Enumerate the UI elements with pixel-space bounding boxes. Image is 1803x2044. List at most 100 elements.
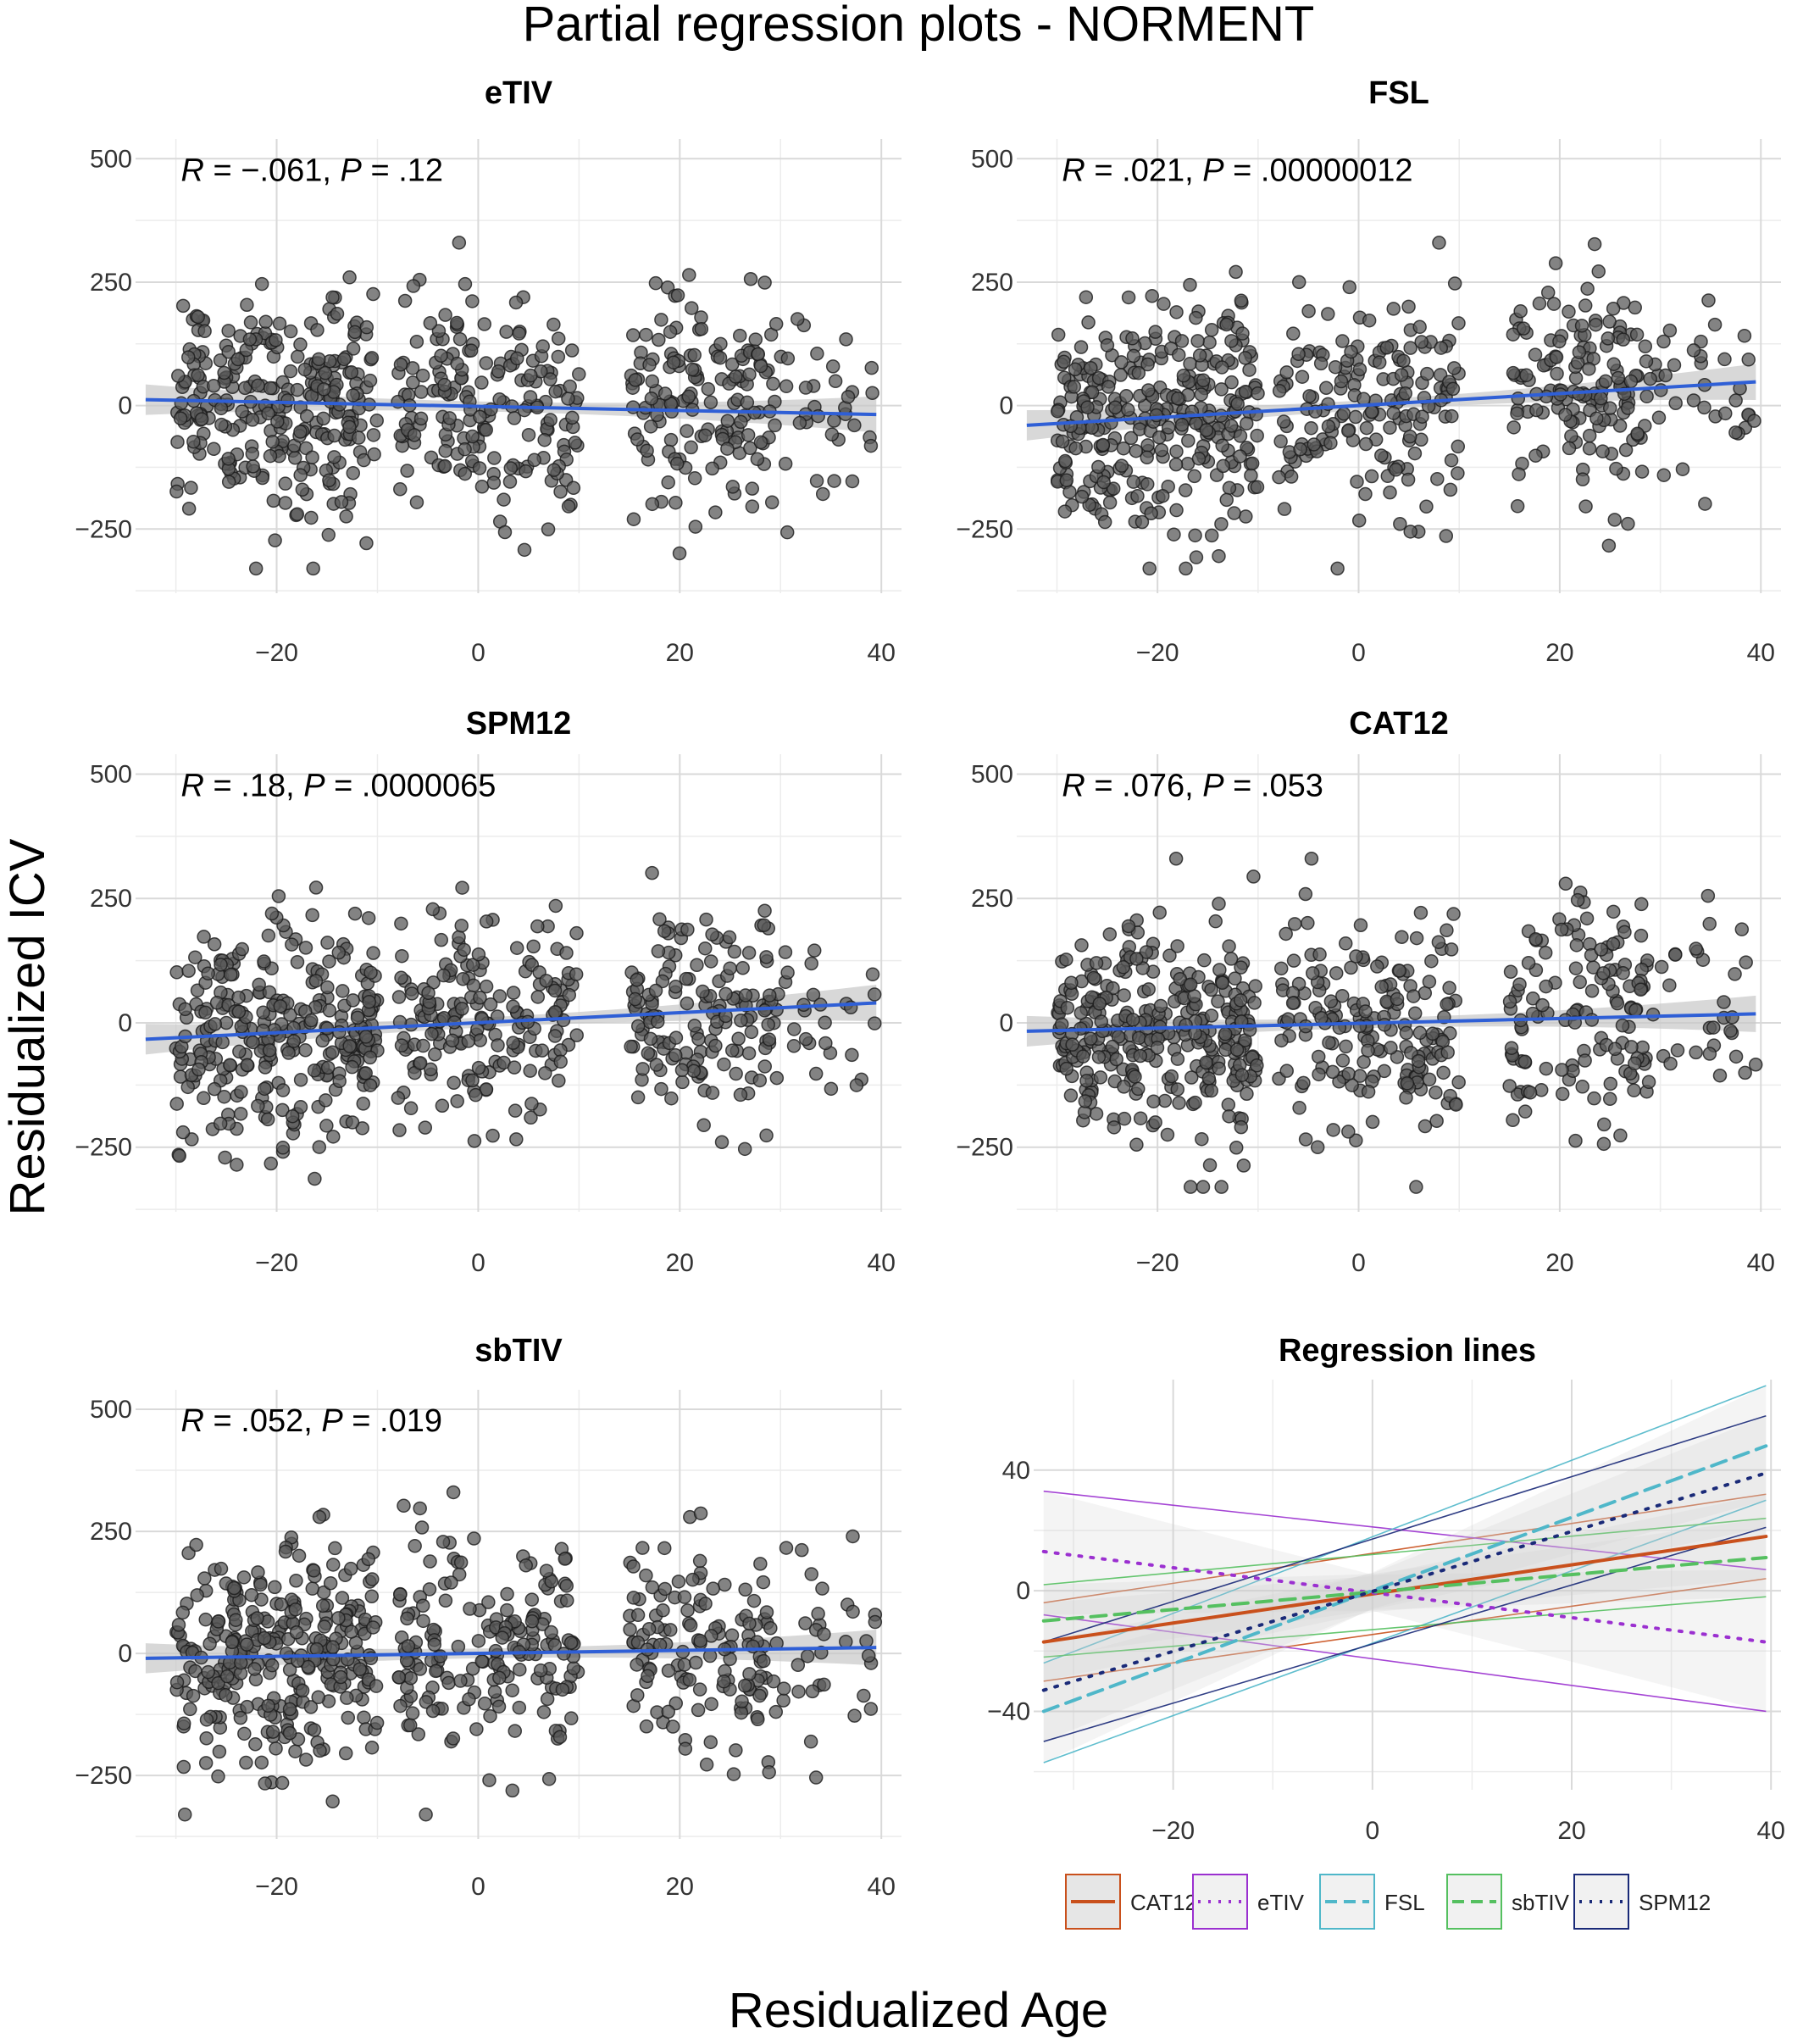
data-point — [656, 1602, 670, 1618]
data-point — [243, 315, 258, 330]
data-point — [533, 1663, 548, 1678]
data-point — [626, 1559, 641, 1574]
data-point — [325, 1794, 340, 1809]
stat-value: = .052, — [204, 1403, 321, 1439]
data-point — [727, 944, 742, 959]
stat-value: = −.061, — [204, 153, 341, 188]
data-point — [684, 301, 699, 315]
data-point — [1212, 963, 1227, 977]
data-point — [666, 355, 681, 369]
data-point — [467, 1134, 482, 1148]
data-point — [849, 1078, 864, 1092]
data-point — [657, 1581, 673, 1597]
data-point — [246, 459, 260, 474]
stat-value: = .019 — [343, 1403, 442, 1439]
data-point — [1179, 561, 1193, 576]
data-point — [1616, 965, 1630, 980]
data-point — [391, 1669, 407, 1685]
data-point — [1113, 368, 1128, 382]
data-point — [1146, 1094, 1161, 1108]
data-point — [319, 1093, 333, 1108]
data-point — [394, 970, 408, 986]
data-point — [1117, 1080, 1131, 1094]
data-point — [828, 374, 843, 389]
data-point — [246, 1035, 260, 1050]
data-point — [839, 1635, 853, 1649]
data-point — [1291, 347, 1306, 361]
data-point — [301, 1659, 315, 1675]
data-point — [1151, 430, 1167, 445]
data-point — [663, 325, 678, 339]
data-point — [815, 1581, 829, 1596]
data-point — [401, 1639, 416, 1653]
data-point — [1096, 437, 1111, 453]
data-point — [1445, 381, 1461, 397]
data-point — [626, 1591, 641, 1605]
data-point — [1738, 1065, 1752, 1080]
data-point — [481, 1595, 496, 1609]
data-point — [693, 1506, 708, 1521]
data-point — [1377, 1018, 1392, 1032]
data-point — [768, 1704, 784, 1719]
scatter-points — [169, 865, 882, 1186]
data-point — [316, 411, 330, 426]
data-point — [1153, 998, 1168, 1014]
data-point — [751, 347, 766, 362]
data-point — [359, 319, 374, 335]
data-point — [441, 1675, 456, 1691]
data-point — [408, 1539, 422, 1553]
data-point — [1121, 403, 1135, 417]
data-point — [1575, 472, 1590, 486]
x-tick-label: −20 — [1136, 639, 1179, 667]
data-point — [275, 1775, 290, 1791]
data-point — [733, 1087, 748, 1103]
data-point — [1080, 400, 1095, 414]
data-point — [1578, 1053, 1592, 1068]
data-point — [1574, 319, 1589, 333]
data-point — [565, 410, 580, 425]
data-point — [1233, 449, 1247, 464]
data-point — [1374, 448, 1389, 463]
data-point — [1059, 1061, 1073, 1076]
data-point — [845, 1047, 859, 1063]
data-point — [230, 352, 246, 367]
data-point — [320, 1060, 336, 1075]
data-point — [175, 298, 191, 314]
data-point — [1063, 1088, 1079, 1103]
data-point — [465, 429, 480, 444]
x-tick-label: 40 — [1757, 1817, 1785, 1845]
stat-symbol: P — [1202, 768, 1224, 803]
legend-label-CAT12: CAT12 — [1130, 1890, 1197, 1915]
data-point — [434, 932, 449, 947]
data-point — [1117, 1111, 1132, 1126]
data-point — [1578, 298, 1593, 313]
data-point — [685, 362, 700, 377]
data-point — [753, 1557, 768, 1571]
data-point — [561, 392, 575, 406]
data-point — [732, 328, 747, 343]
data-point — [1554, 922, 1569, 937]
data-point — [734, 414, 748, 430]
data-point — [438, 308, 452, 322]
data-point — [1747, 414, 1761, 428]
data-point — [1706, 1020, 1721, 1035]
panel-regression-lines: −20 0 20 40 −40 0 40 Regression lines — [987, 1333, 1785, 1845]
data-point — [1073, 1006, 1089, 1020]
data-point — [776, 1693, 791, 1708]
data-point — [538, 1066, 552, 1080]
data-point — [1234, 1119, 1249, 1135]
data-point — [307, 1564, 321, 1578]
data-point — [1451, 439, 1466, 454]
data-point — [779, 525, 795, 540]
data-point — [1358, 486, 1373, 502]
data-point — [1639, 389, 1654, 404]
data-point — [1304, 420, 1318, 436]
data-point — [751, 1712, 765, 1727]
data-point — [1139, 945, 1154, 959]
data-point — [548, 384, 563, 399]
data-point — [756, 1575, 771, 1590]
data-point — [1126, 348, 1141, 364]
data-point — [677, 1658, 692, 1672]
data-point — [512, 1700, 527, 1715]
data-point — [1395, 930, 1409, 945]
